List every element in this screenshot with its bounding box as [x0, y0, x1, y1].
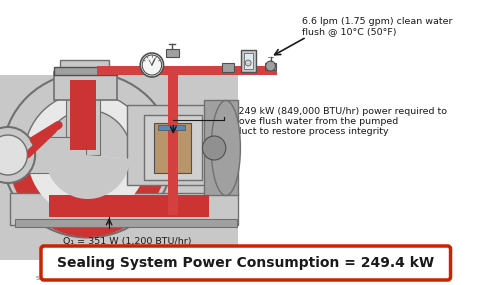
Bar — [8, 137, 86, 173]
Circle shape — [0, 135, 27, 175]
Bar — [244, 53, 253, 69]
Wedge shape — [45, 155, 131, 199]
Bar — [168, 70, 178, 215]
Bar — [10, 193, 238, 225]
Text: Q3 = 249 kW (849,000 BTU/hr) power required to: Q3 = 249 kW (849,000 BTU/hr) power requi… — [211, 107, 447, 116]
Text: .: . — [226, 276, 230, 281]
Text: Q₁ = 351 W (1,200 BTU/hr): Q₁ = 351 W (1,200 BTU/hr) — [64, 237, 192, 246]
Circle shape — [266, 61, 275, 71]
Text: Sealing System Power Consumption = 249.4 kW: Sealing System Power Consumption = 249.4… — [57, 256, 434, 270]
Bar — [127, 105, 214, 185]
Bar — [67, 70, 100, 155]
Text: 6.6 lpm (1.75 gpm) clean water: 6.6 lpm (1.75 gpm) clean water — [302, 17, 452, 26]
Text: frictional power consumed by seal: frictional power consumed by seal — [64, 247, 227, 256]
Bar — [165, 49, 179, 57]
Bar — [154, 123, 191, 173]
Text: product to restore process integrity: product to restore process integrity — [211, 127, 389, 136]
Bar — [222, 63, 233, 72]
Bar — [60, 60, 109, 72]
Bar — [205, 100, 238, 195]
FancyBboxPatch shape — [41, 246, 451, 280]
Wedge shape — [28, 155, 148, 217]
Bar — [265, 63, 276, 70]
Circle shape — [44, 110, 132, 200]
Circle shape — [142, 55, 162, 75]
Ellipse shape — [3, 72, 173, 237]
Bar — [158, 125, 185, 130]
Bar — [49, 195, 209, 217]
Text: remove flush water from the pumped: remove flush water from the pumped — [211, 117, 399, 126]
Bar — [53, 67, 117, 75]
Circle shape — [0, 127, 35, 183]
Wedge shape — [8, 155, 167, 237]
Text: flush @ 10°C (50°F): flush @ 10°C (50°F) — [302, 27, 396, 36]
Ellipse shape — [25, 93, 151, 217]
Circle shape — [245, 60, 251, 66]
Bar — [241, 50, 256, 72]
Text: www.fluidsealing.com: www.fluidsealing.com — [175, 276, 243, 281]
Circle shape — [203, 136, 226, 160]
Bar — [144, 115, 203, 180]
Bar — [53, 72, 117, 100]
Text: Sources: FSA Life Cycle Cost Estimator tool,: Sources: FSA Life Cycle Cost Estimator t… — [36, 276, 175, 281]
Bar — [70, 80, 96, 150]
Circle shape — [140, 53, 164, 77]
Ellipse shape — [211, 101, 240, 196]
Bar — [0, 75, 238, 260]
Bar — [15, 219, 236, 227]
Bar — [97, 66, 277, 75]
